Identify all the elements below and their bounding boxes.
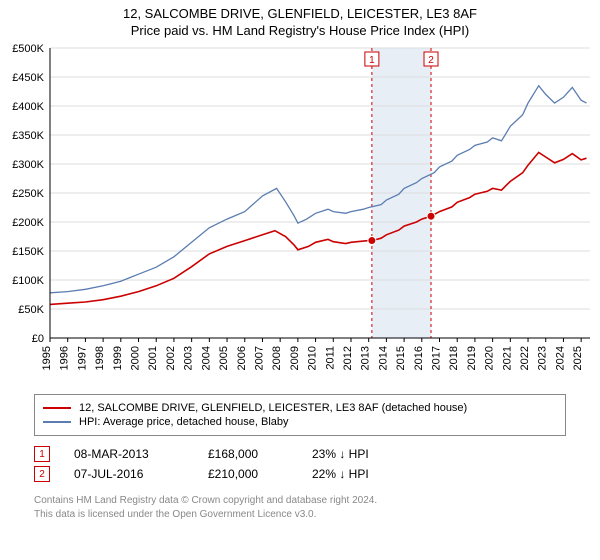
chart-title-line2: Price paid vs. HM Land Registry's House …	[0, 23, 600, 38]
x-tick-label: 2022	[519, 346, 531, 370]
legend-label: HPI: Average price, detached house, Blab…	[79, 416, 289, 428]
chart-title-line1: 12, SALCOMBE DRIVE, GLENFIELD, LEICESTER…	[0, 6, 600, 21]
x-tick-label: 2000	[130, 346, 142, 370]
x-tick-label: 2015	[395, 346, 407, 370]
x-tick-label: 2007	[253, 346, 265, 370]
sale-marker-badge: 1	[34, 446, 50, 462]
x-tick-label: 2012	[342, 346, 354, 370]
x-tick-label: 1999	[112, 346, 124, 370]
sale-date: 08-MAR-2013	[74, 447, 184, 461]
x-tick-label: 2001	[147, 346, 159, 370]
legend-row: HPI: Average price, detached house, Blab…	[43, 416, 557, 428]
marker-flag: 2	[428, 55, 434, 66]
x-tick-label: 2019	[466, 346, 478, 370]
x-tick-label: 2025	[572, 346, 584, 370]
x-tick-label: 2017	[431, 346, 443, 370]
legend: 12, SALCOMBE DRIVE, GLENFIELD, LEICESTER…	[34, 394, 566, 436]
sale-row: 1 08-MAR-2013 £168,000 23% ↓ HPI	[34, 446, 566, 462]
sale-marker-badge: 2	[34, 466, 50, 482]
x-tick-label: 2005	[218, 346, 230, 370]
footnote-line2: This data is licensed under the Open Gov…	[34, 508, 566, 522]
y-tick-label: £400K	[12, 101, 44, 113]
y-tick-label: £250K	[12, 188, 44, 200]
legend-label: 12, SALCOMBE DRIVE, GLENFIELD, LEICESTER…	[79, 402, 467, 414]
x-tick-label: 2008	[271, 346, 283, 370]
sale-row: 2 07-JUL-2016 £210,000 22% ↓ HPI	[34, 466, 566, 482]
y-tick-label: £500K	[12, 43, 44, 55]
x-tick-label: 2010	[307, 346, 319, 370]
x-tick-label: 2024	[554, 346, 566, 370]
y-tick-label: £100K	[12, 275, 44, 287]
x-tick-label: 2013	[360, 346, 372, 370]
y-tick-label: £0	[32, 333, 44, 345]
legend-row: 12, SALCOMBE DRIVE, GLENFIELD, LEICESTER…	[43, 402, 557, 414]
sale-dot	[427, 212, 435, 220]
x-tick-label: 1996	[59, 346, 71, 370]
x-tick-label: 1998	[94, 346, 106, 370]
y-tick-label: £50K	[18, 304, 44, 316]
x-tick-label: 1995	[41, 346, 53, 370]
sale-price: £168,000	[208, 447, 288, 461]
footnote-line1: Contains HM Land Registry data © Crown c…	[34, 494, 566, 508]
y-tick-label: £350K	[12, 130, 44, 142]
legend-swatch	[43, 421, 71, 423]
y-tick-label: £150K	[12, 246, 44, 258]
legend-swatch	[43, 407, 71, 409]
x-tick-label: 2011	[324, 346, 336, 370]
x-tick-label: 2004	[200, 346, 212, 370]
x-tick-label: 2003	[183, 346, 195, 370]
x-tick-label: 2023	[537, 346, 549, 370]
y-tick-label: £450K	[12, 72, 44, 84]
x-tick-label: 2018	[448, 346, 460, 370]
x-tick-label: 1997	[76, 346, 88, 370]
x-tick-label: 2009	[289, 346, 301, 370]
x-tick-label: 2006	[236, 346, 248, 370]
price-chart: £0 £50K £100K £150K £200K £250K £300K £350K £400…	[0, 38, 600, 388]
y-tick-label: £200K	[12, 217, 44, 229]
marker-flag: 1	[369, 55, 375, 66]
sale-delta: 23% ↓ HPI	[312, 447, 402, 461]
x-tick-label: 2016	[413, 346, 425, 370]
sale-delta: 22% ↓ HPI	[312, 467, 402, 481]
sale-price: £210,000	[208, 467, 288, 481]
sales-table: 1 08-MAR-2013 £168,000 23% ↓ HPI 2 07-JUL-201…	[34, 446, 566, 482]
y-tick-label: £300K	[12, 159, 44, 171]
x-tick-label: 2021	[501, 346, 513, 370]
footnote: Contains HM Land Registry data © Crown c…	[34, 494, 566, 521]
sale-dot	[368, 237, 376, 245]
x-tick-label: 2002	[165, 346, 177, 370]
x-tick-label: 2020	[484, 346, 496, 370]
sale-date: 07-JUL-2016	[74, 467, 184, 481]
x-tick-label: 2014	[377, 346, 389, 370]
